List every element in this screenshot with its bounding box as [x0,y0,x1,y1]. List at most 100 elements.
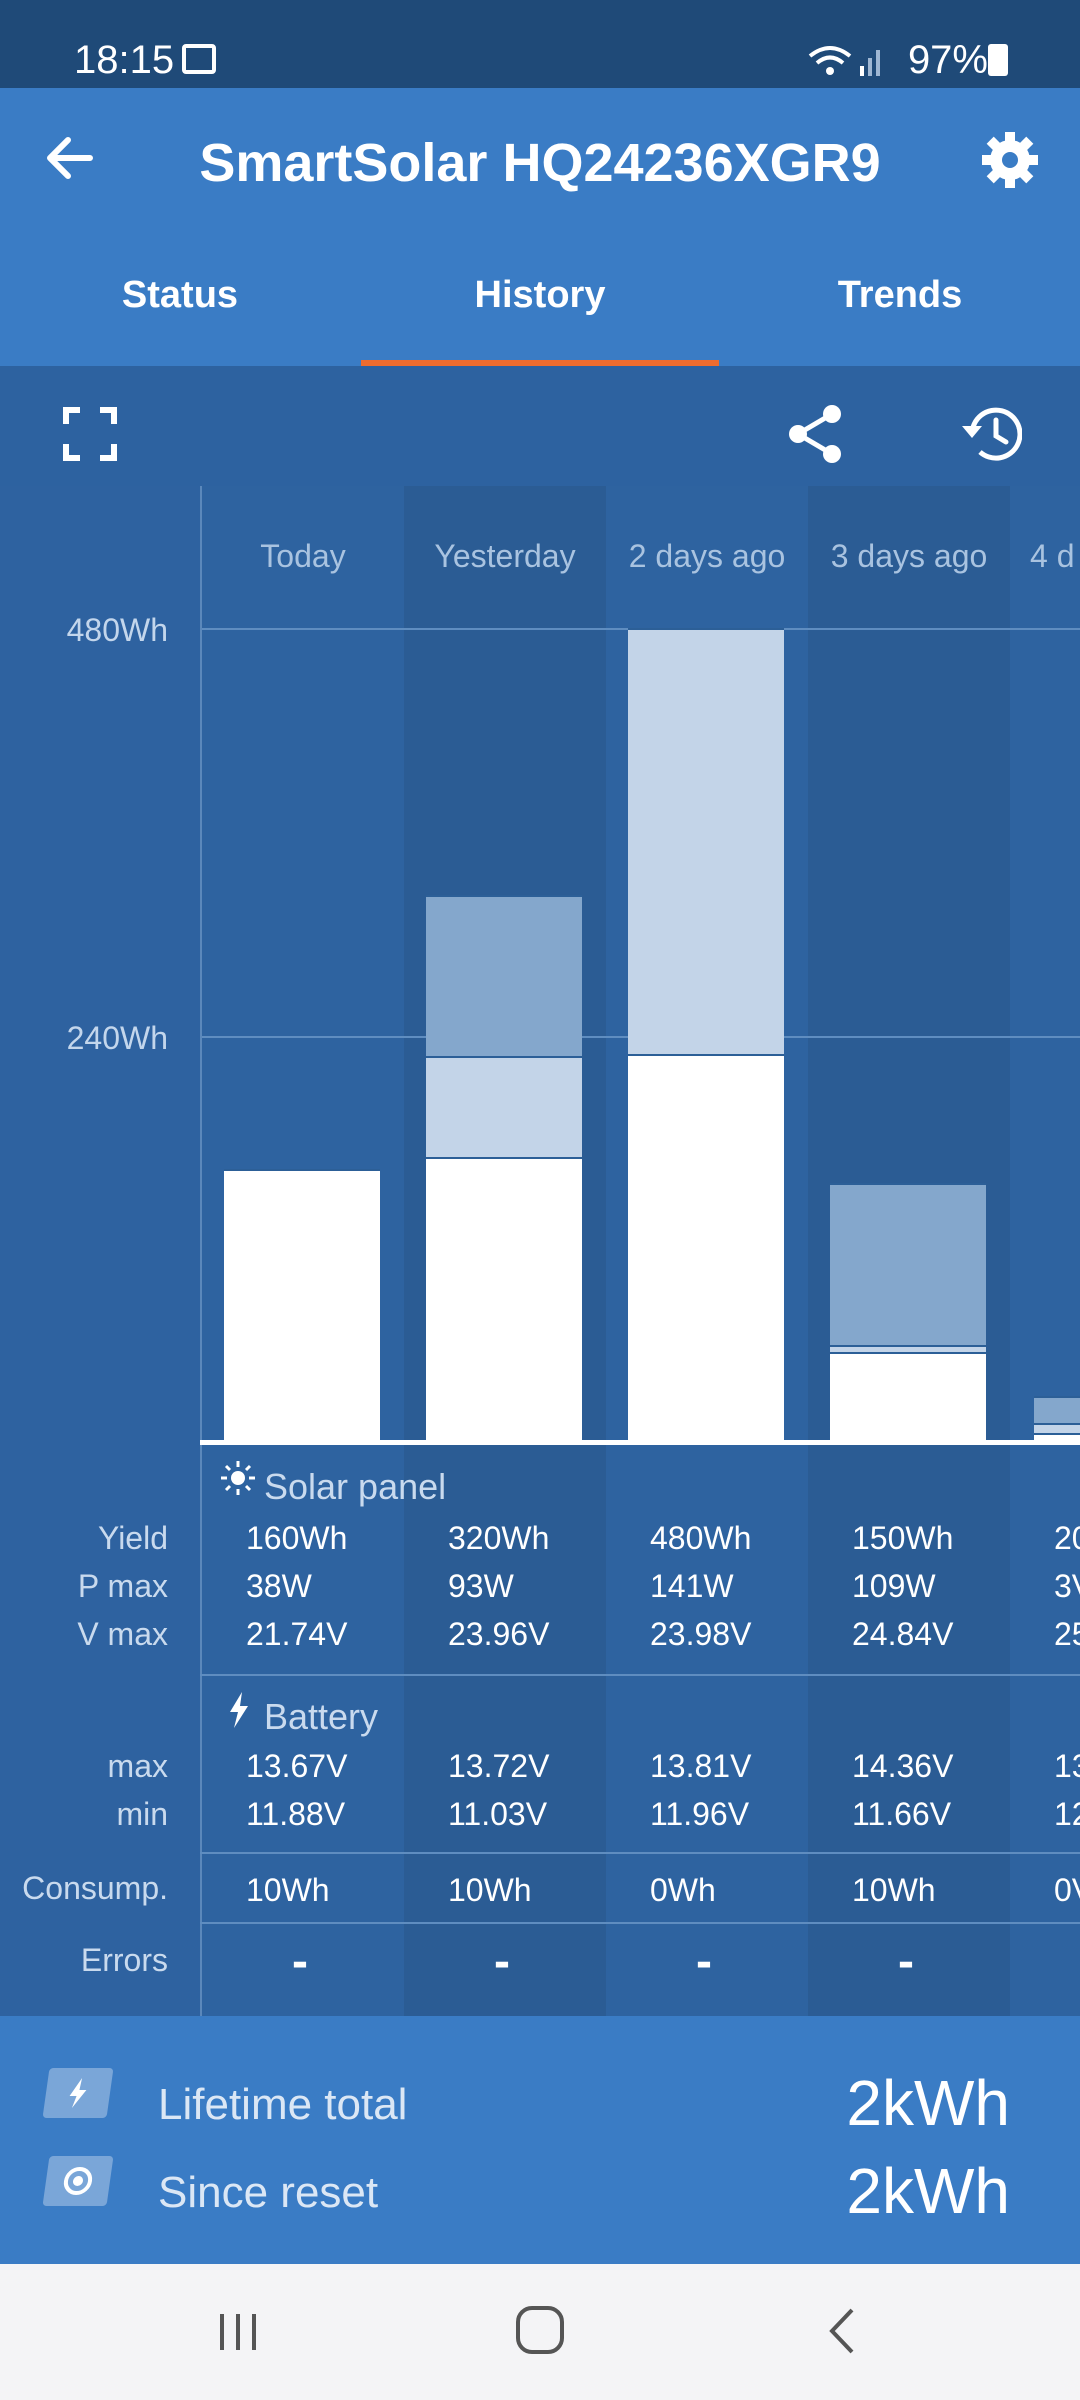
gallery-notification-icon [182,44,216,74]
battery-max-cell: 13.72V [448,1748,550,1784]
history-chart[interactable]: Today Yesterday 2 days ago 3 days ago 4 … [0,486,1080,2016]
battery-min-cell: 11.88V [246,1796,346,1832]
day-header: 4 d [1030,538,1075,574]
system-nav-bar [0,2264,1080,2400]
device-title: SmartSolar HQ24236XGR9 [199,133,881,193]
active-tab-indicator [361,360,719,366]
battery-max-cell: 14.36V [852,1748,954,1784]
battery-min-cell: 11.96V [650,1796,750,1832]
since-reset-label: Since reset [158,2168,379,2217]
pmax-cell: 3V [1054,1568,1080,1604]
home-icon[interactable] [514,2304,566,2356]
consumption-cell: 0Wh [650,1872,716,1908]
pmax-cell: 141W [650,1568,734,1604]
axis-divider [200,486,202,2016]
errors-cell: - [696,1935,712,1988]
chart-baseline [200,1440,1080,1445]
lightning-badge-icon [42,2068,114,2118]
app-bar: SmartSolar HQ24236XGR9 Status History Tr… [0,88,1080,366]
pmax-label: P max [77,1568,168,1604]
yield-cell: 150Wh [852,1520,954,1556]
tab-status[interactable]: Status [121,274,239,316]
vmax-label: V max [77,1616,168,1652]
consumption-cell: 10Wh [852,1872,936,1908]
day-header: Yesterday [434,538,576,574]
share-icon[interactable] [786,404,844,464]
vmax-cell: 24.84V [852,1616,954,1652]
vmax-cell: 25 [1054,1616,1080,1652]
bar-segment [224,1169,380,1440]
bar-segment [830,1345,986,1353]
battery-max-cell: 13.67V [246,1748,348,1784]
consumption-cell: 10Wh [246,1872,330,1908]
lifetime-total-label: Lifetime total [158,2080,408,2129]
yield-cell: 160Wh [246,1520,348,1556]
bar-segment [830,1352,986,1440]
errors-cell: - [292,1935,308,1988]
battery-icon [988,44,1008,76]
section-divider [200,1852,1080,1854]
yield-cell: 320Wh [448,1520,550,1556]
battery-min-cell: 11.66V [852,1796,952,1832]
battery-max-cell: 13 [1054,1748,1080,1784]
pmax-cell: 38W [246,1568,312,1604]
column-bg [1010,486,1080,2016]
day-header: 2 days ago [628,538,786,574]
vmax-cell: 23.98V [650,1616,752,1652]
errors-label: Errors [80,1942,168,1978]
sun-icon [221,1461,255,1495]
back-arrow-icon[interactable] [42,130,98,186]
pmax-cell: 109W [852,1568,936,1604]
reset-badge-icon [42,2156,114,2206]
bar-segment [426,1055,582,1158]
bar-segment [1034,1423,1080,1434]
totals-panel: Lifetime total 2kWh Since reset 2kWh [0,2016,1080,2264]
day-header: 3 days ago [830,538,988,574]
battery-title: Battery [264,1696,379,1737]
consumption-cell: 0V [1054,1872,1080,1908]
battery-min-cell: 11.03V [448,1796,548,1832]
history-reset-icon[interactable] [958,404,1022,464]
lightning-icon [230,1692,248,1728]
status-bar: 18:15 97% [0,0,1080,88]
section-divider [200,1922,1080,1924]
history-toolbar [0,366,1080,486]
yield-cell: 20 [1054,1520,1080,1556]
recent-apps-icon[interactable] [214,2308,262,2356]
yield-label: Yield [98,1520,168,1556]
bar-segment [628,1054,784,1440]
status-time: 18:15 [74,38,175,82]
pmax-cell: 93W [448,1568,514,1604]
tab-trends[interactable]: Trends [837,274,963,316]
battery-min-cell: 12 [1054,1796,1080,1832]
fullscreen-icon[interactable] [62,406,118,462]
consumption-label: Consump. [22,1870,168,1906]
bar-segment [628,628,784,1055]
errors-cell: - [898,1935,914,1988]
vmax-cell: 23.96V [448,1616,550,1652]
tab-history[interactable]: History [474,274,606,316]
y-axis-label: 240Wh [66,1020,168,1056]
bar-segment [830,1182,986,1346]
solar-panel-title: Solar panel [264,1466,447,1507]
back-nav-icon[interactable] [822,2306,862,2356]
wifi-signal-icon [808,46,880,76]
y-axis-label: 480Wh [66,612,168,648]
bar-segment [426,895,582,1056]
errors-cell: - [494,1935,510,1988]
battery-min-label: min [116,1796,168,1832]
settings-gear-icon[interactable] [980,130,1040,190]
yield-cell: 480Wh [650,1520,752,1556]
battery-percent: 97% [907,38,988,82]
battery-max-label: max [107,1748,168,1784]
section-divider [200,1674,1080,1676]
label-column [0,486,200,2016]
day-header: Today [260,538,346,574]
vmax-cell: 21.74V [246,1616,348,1652]
since-reset-value: 2kWh [846,2155,1010,2227]
lifetime-total-value: 2kWh [846,2067,1010,2139]
bar-segment [426,1157,582,1440]
consumption-cell: 10Wh [448,1872,532,1908]
bar-segment [1034,1433,1080,1440]
battery-max-cell: 13.81V [650,1748,752,1784]
